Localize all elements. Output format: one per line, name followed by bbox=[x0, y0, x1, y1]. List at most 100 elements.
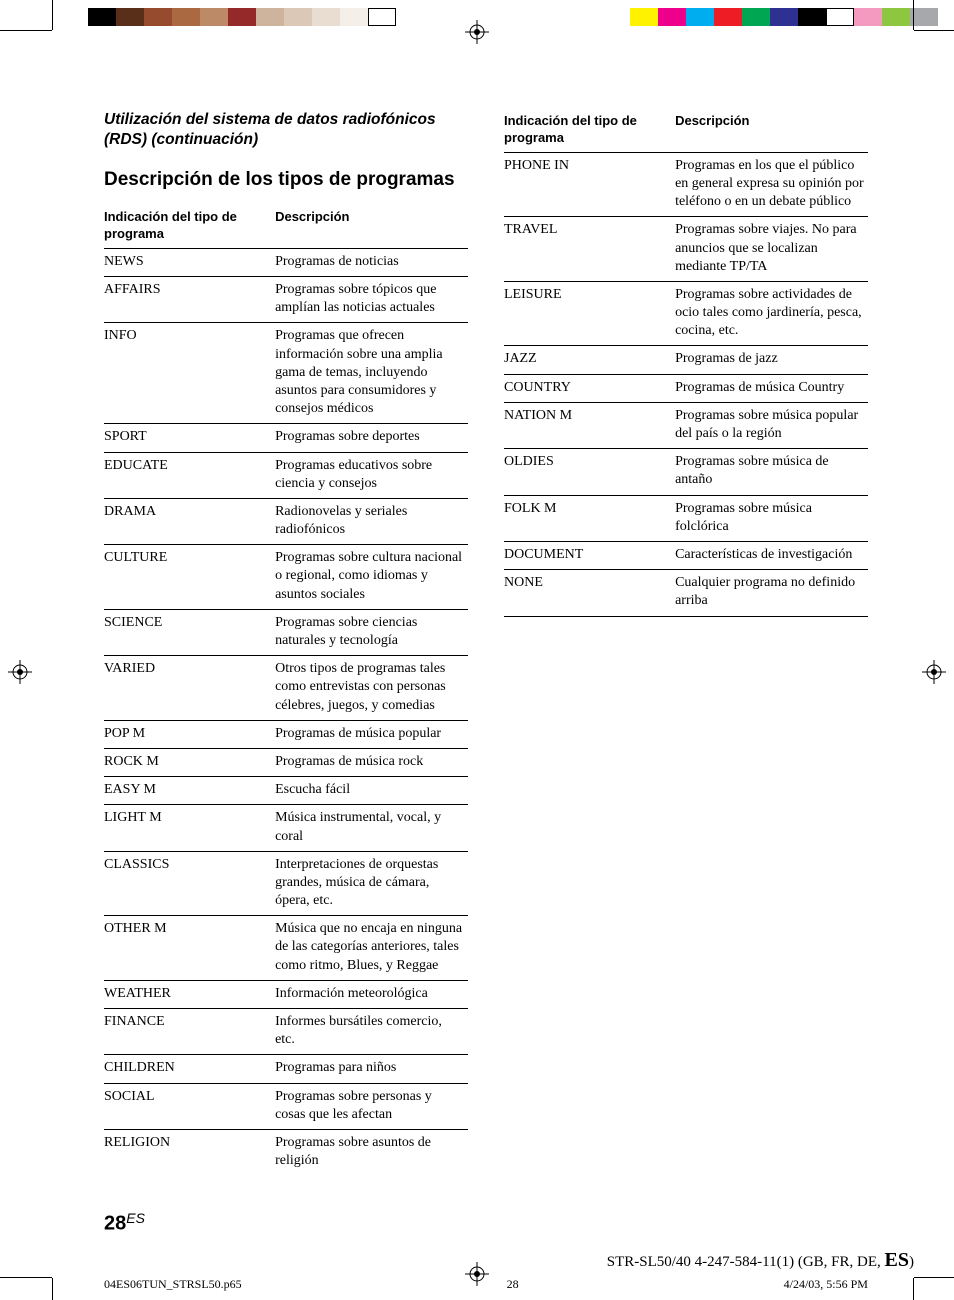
cell-desc: Programas de música Country bbox=[675, 374, 868, 402]
footer-sheet: 28 bbox=[507, 1277, 519, 1292]
color-swatch bbox=[882, 8, 910, 26]
table-row: LIGHT MMúsica instrumental, vocal, y cor… bbox=[104, 805, 468, 851]
table-row: AFFAIRSProgramas sobre tópicos que amplí… bbox=[104, 277, 468, 323]
cell-desc: Programas sobre tópicos que amplían las … bbox=[275, 277, 468, 323]
column-right: Indicación del tipo de programa Descripc… bbox=[504, 110, 868, 1175]
cell-desc: Programas de jazz bbox=[675, 346, 868, 374]
table-row: WEATHERInformación meteorológica bbox=[104, 980, 468, 1008]
cell-desc: Escucha fácil bbox=[275, 777, 468, 805]
crop-mark bbox=[913, 1278, 914, 1300]
program-types-table-right: Indicación del tipo de programa Descripc… bbox=[504, 110, 868, 617]
cell-desc: Interpretaciones de orquestas grandes, m… bbox=[275, 851, 468, 916]
cell-type: AFFAIRS bbox=[104, 277, 275, 323]
section-title: Descripción de los tipos de programas bbox=[104, 168, 468, 192]
cell-desc: Programas educativos sobre ciencia y con… bbox=[275, 452, 468, 498]
table-row: NEWSProgramas de noticias bbox=[104, 248, 468, 276]
cell-type: COUNTRY bbox=[504, 374, 675, 402]
color-swatch bbox=[798, 8, 826, 26]
table-row: DOCUMENTCaracterísticas de investigación bbox=[504, 541, 868, 569]
cell-type: CLASSICS bbox=[104, 851, 275, 916]
cell-type: LEISURE bbox=[504, 281, 675, 346]
color-swatch bbox=[826, 8, 854, 26]
crop-mark bbox=[914, 30, 954, 31]
cell-desc: Música que no encaja en ninguna de las c… bbox=[275, 916, 468, 981]
page-number-value: 28 bbox=[104, 1212, 126, 1234]
cell-type: SPORT bbox=[104, 424, 275, 452]
cell-desc: Programas para niños bbox=[275, 1055, 468, 1083]
crop-mark bbox=[914, 1277, 954, 1278]
color-swatches-left bbox=[88, 8, 396, 26]
color-swatch bbox=[228, 8, 256, 26]
color-swatch bbox=[340, 8, 368, 26]
crop-mark bbox=[52, 0, 53, 30]
table-row: JAZZProgramas de jazz bbox=[504, 346, 868, 374]
table-row: OTHER MMúsica que no encaja en ninguna d… bbox=[104, 916, 468, 981]
pubcode-lang: ES bbox=[885, 1249, 909, 1271]
cell-type: CHILDREN bbox=[104, 1055, 275, 1083]
color-swatch bbox=[854, 8, 882, 26]
pubcode-prefix: STR-SL50/40 4-247-584-11(1) (GB, FR, DE, bbox=[607, 1254, 885, 1270]
cell-type: PHONE IN bbox=[504, 152, 675, 217]
table-row: TRAVELProgramas sobre viajes. No para an… bbox=[504, 217, 868, 282]
cell-type: EASY M bbox=[104, 777, 275, 805]
cell-desc: Programas de música rock bbox=[275, 748, 468, 776]
cell-type: LIGHT M bbox=[104, 805, 275, 851]
color-swatch bbox=[256, 8, 284, 26]
table-row: CLASSICSInterpretaciones de orquestas gr… bbox=[104, 851, 468, 916]
crop-mark bbox=[0, 30, 52, 31]
footer-filename: 04ES06TUN_STRSL50.p65 bbox=[104, 1277, 242, 1292]
table-row: NONECualquier programa no definido arrib… bbox=[504, 570, 868, 616]
continuation-heading: Utilización del sistema de datos radiofó… bbox=[104, 110, 468, 150]
table-row: EASY MEscucha fácil bbox=[104, 777, 468, 805]
cell-type: SOCIAL bbox=[104, 1083, 275, 1129]
cell-desc: Programas sobre música popular del país … bbox=[675, 402, 868, 448]
cell-type: SCIENCE bbox=[104, 609, 275, 655]
cell-type: POP M bbox=[104, 720, 275, 748]
table-row: COUNTRYProgramas de música Country bbox=[504, 374, 868, 402]
table-row: INFOProgramas que ofrecen información so… bbox=[104, 323, 468, 424]
table-row: FOLK MProgramas sobre música folclórica bbox=[504, 495, 868, 541]
cell-type: TRAVEL bbox=[504, 217, 675, 282]
cell-type: NATION M bbox=[504, 402, 675, 448]
table-row: LEISUREProgramas sobre actividades de oc… bbox=[504, 281, 868, 346]
color-swatch bbox=[910, 8, 938, 26]
cell-desc: Cualquier programa no definido arriba bbox=[675, 570, 868, 616]
footer: 04ES06TUN_STRSL50.p65 28 4/24/03, 5:56 P… bbox=[104, 1277, 868, 1292]
table-row: VARIEDOtros tipos de programas tales com… bbox=[104, 656, 468, 721]
cell-type: WEATHER bbox=[104, 980, 275, 1008]
color-swatch bbox=[770, 8, 798, 26]
cell-desc: Programas sobre cultura nacional o regio… bbox=[275, 545, 468, 610]
color-swatches-right bbox=[630, 8, 938, 26]
color-swatch bbox=[714, 8, 742, 26]
color-swatch bbox=[658, 8, 686, 26]
registration-mark-icon bbox=[8, 660, 32, 684]
table-row: RELIGIONProgramas sobre asuntos de relig… bbox=[104, 1129, 468, 1175]
cell-type: DRAMA bbox=[104, 498, 275, 544]
cell-type: CULTURE bbox=[104, 545, 275, 610]
crop-mark bbox=[913, 0, 914, 30]
cell-desc: Características de investigación bbox=[675, 541, 868, 569]
cell-type: JAZZ bbox=[504, 346, 675, 374]
cell-desc: Programas que ofrecen información sobre … bbox=[275, 323, 468, 424]
cell-type: NONE bbox=[504, 570, 675, 616]
color-swatch bbox=[742, 8, 770, 26]
color-swatch bbox=[200, 8, 228, 26]
footer-timestamp: 4/24/03, 5:56 PM bbox=[784, 1277, 868, 1292]
table-row: CULTUREProgramas sobre cultura nacional … bbox=[104, 545, 468, 610]
table-row: DRAMARadionovelas y seriales radiofónico… bbox=[104, 498, 468, 544]
publication-code: STR-SL50/40 4-247-584-11(1) (GB, FR, DE,… bbox=[607, 1249, 914, 1272]
cell-desc: Información meteorológica bbox=[275, 980, 468, 1008]
cell-desc: Informes bursátiles comercio, etc. bbox=[275, 1009, 468, 1055]
color-swatch bbox=[144, 8, 172, 26]
color-swatch bbox=[368, 8, 396, 26]
cell-type: ROCK M bbox=[104, 748, 275, 776]
cell-desc: Otros tipos de programas tales como entr… bbox=[275, 656, 468, 721]
color-swatch bbox=[172, 8, 200, 26]
color-swatch bbox=[116, 8, 144, 26]
program-types-table-left: Indicación del tipo de programa Descripc… bbox=[104, 206, 468, 1175]
table-row: OLDIESProgramas sobre música de antaño bbox=[504, 449, 868, 495]
table-row: CHILDRENProgramas para niños bbox=[104, 1055, 468, 1083]
cell-type: OTHER M bbox=[104, 916, 275, 981]
cell-desc: Programas sobre deportes bbox=[275, 424, 468, 452]
cell-desc: Programas sobre música folclórica bbox=[675, 495, 868, 541]
